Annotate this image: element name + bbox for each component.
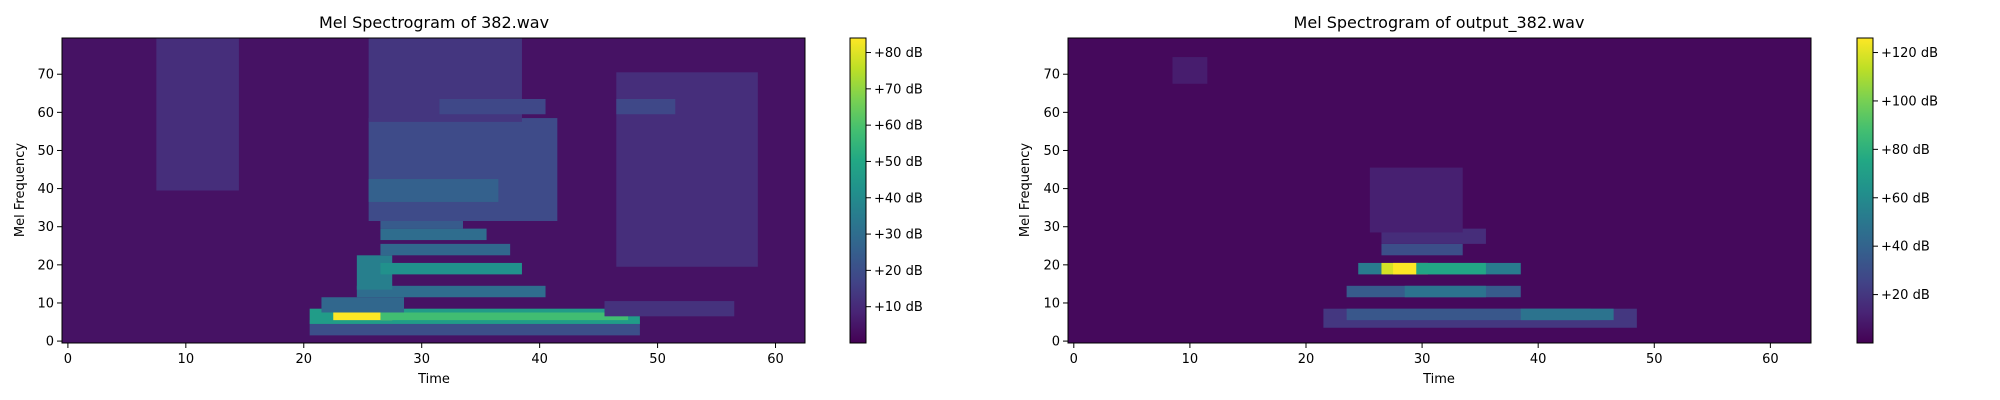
x-axis-ticks: 0 10 20 30 40 50 60	[1070, 343, 1779, 367]
y-tick-label: 70	[1043, 68, 1060, 83]
heatmap-cell	[368, 118, 558, 221]
heatmap-cell	[604, 301, 735, 317]
x-axis-label: Time	[1422, 372, 1455, 387]
colorbar-tick-label: +80 dB	[1881, 143, 1930, 158]
colorbar-tick-label: +20 dB	[1881, 288, 1930, 303]
spectrogram-chart-original: Mel Spectrogram of 382.wav 0 10 20 30 40 50 60…	[13, 13, 923, 387]
x-tick-label: 10	[1182, 352, 1199, 367]
heatmap-cell	[156, 38, 239, 191]
colorbar	[849, 37, 867, 344]
heatmap-cell	[1172, 57, 1208, 84]
y-tick-label: 20	[37, 258, 54, 273]
colorbar-tick-label: +30 dB	[874, 228, 923, 243]
colorbar	[1856, 37, 1874, 344]
heatmap-cell	[1381, 243, 1463, 256]
x-tick-label: 60	[1762, 352, 1779, 367]
x-tick-label: 20	[295, 352, 312, 367]
heatmap-cell	[321, 297, 405, 313]
x-tick-label: 50	[649, 352, 666, 367]
x-tick-label: 20	[1298, 352, 1315, 367]
chart-title: Mel Spectrogram of 382.wav	[319, 13, 549, 32]
heatmap-cell	[380, 262, 522, 275]
colorbar-tick-label: +70 dB	[874, 82, 923, 97]
colorbar-tick-label: +100 dB	[1881, 94, 1938, 109]
y-tick-label: 30	[37, 220, 54, 235]
x-tick-label: 0	[64, 352, 72, 367]
x-tick-label: 50	[1646, 352, 1663, 367]
heatmap-cell	[1393, 262, 1417, 275]
y-tick-label: 50	[1043, 144, 1060, 159]
y-tick-label: 60	[37, 106, 54, 121]
colorbar-tick-label: +50 dB	[874, 155, 923, 170]
x-tick-label: 40	[1530, 352, 1547, 367]
colorbar-tick-label: +120 dB	[1881, 46, 1938, 61]
heatmap-cell	[439, 99, 546, 115]
heatmap-cell	[1346, 308, 1591, 321]
heatmap-cell	[1416, 262, 1486, 275]
x-tick-label: 30	[1414, 352, 1431, 367]
heatmap-cell	[1404, 285, 1486, 298]
heatmap-cell	[380, 228, 487, 241]
heatmap-cell	[356, 285, 546, 298]
y-tick-label: 40	[37, 182, 54, 197]
plot-frame	[1067, 37, 1812, 344]
colorbar-ticks: +10 dB +20 dB +30 dB +40 dB +50 dB +60 dB +70 …	[866, 46, 923, 315]
colorbar-tick-label: +20 dB	[874, 264, 923, 279]
colorbar-ticks: +20 dB +40 dB +60 dB +80 dB +100 dB +120 dB	[1873, 46, 1938, 303]
heatmap-cells	[1068, 38, 1811, 343]
spectrogram-chart-output: Mel Spectrogram of output_382.wav 0 10 20 3…	[1018, 13, 1938, 387]
colorbar-tick-label: +60 dB	[874, 119, 923, 134]
x-tick-label: 0	[1070, 352, 1078, 367]
y-tick-label: 50	[37, 144, 54, 159]
heatmap-cell	[380, 217, 463, 229]
plot-frame	[61, 37, 806, 344]
x-tick-label: 30	[413, 352, 430, 367]
y-tick-label: 0	[46, 335, 54, 350]
colorbar-tick-label: +80 dB	[874, 46, 923, 61]
heatmap-cell	[1520, 308, 1614, 321]
colorbar-tick-label: +60 dB	[1881, 191, 1930, 206]
heatmap-cell	[1369, 167, 1463, 233]
x-axis-ticks: 0 10 20 30 40 50 60	[64, 343, 784, 367]
heatmap-cells	[62, 38, 805, 343]
y-axis-ticks: 0 10 20 30 40 50 60 70	[37, 68, 62, 350]
y-axis-ticks: 0 10 20 30 40 50 60 70	[1043, 68, 1068, 350]
x-tick-label: 60	[767, 352, 784, 367]
heatmap-cell	[333, 312, 393, 321]
chart-title: Mel Spectrogram of output_382.wav	[1294, 13, 1585, 33]
y-axis-label: Mel Frequency	[1018, 143, 1033, 237]
x-tick-label: 40	[531, 352, 548, 367]
heatmap-cell	[380, 243, 511, 256]
y-tick-label: 10	[1043, 296, 1060, 311]
y-tick-label: 0	[1052, 335, 1060, 350]
x-axis-label: Time	[417, 372, 450, 387]
y-tick-label: 60	[1043, 106, 1060, 121]
y-axis-label: Mel Frequency	[13, 143, 28, 237]
y-tick-label: 30	[1043, 220, 1060, 235]
x-tick-label: 10	[178, 352, 195, 367]
y-tick-label: 70	[37, 68, 54, 83]
colorbar-tick-label: +40 dB	[874, 191, 923, 206]
y-tick-label: 10	[37, 296, 54, 311]
heatmap-cell	[616, 99, 676, 115]
colorbar-tick-label: +10 dB	[874, 300, 923, 315]
heatmap-cell	[380, 312, 629, 321]
y-tick-label: 40	[1043, 182, 1060, 197]
y-tick-label: 20	[1043, 258, 1060, 273]
heatmap-cell	[368, 179, 499, 202]
colorbar-tick-label: +40 dB	[1881, 240, 1930, 255]
